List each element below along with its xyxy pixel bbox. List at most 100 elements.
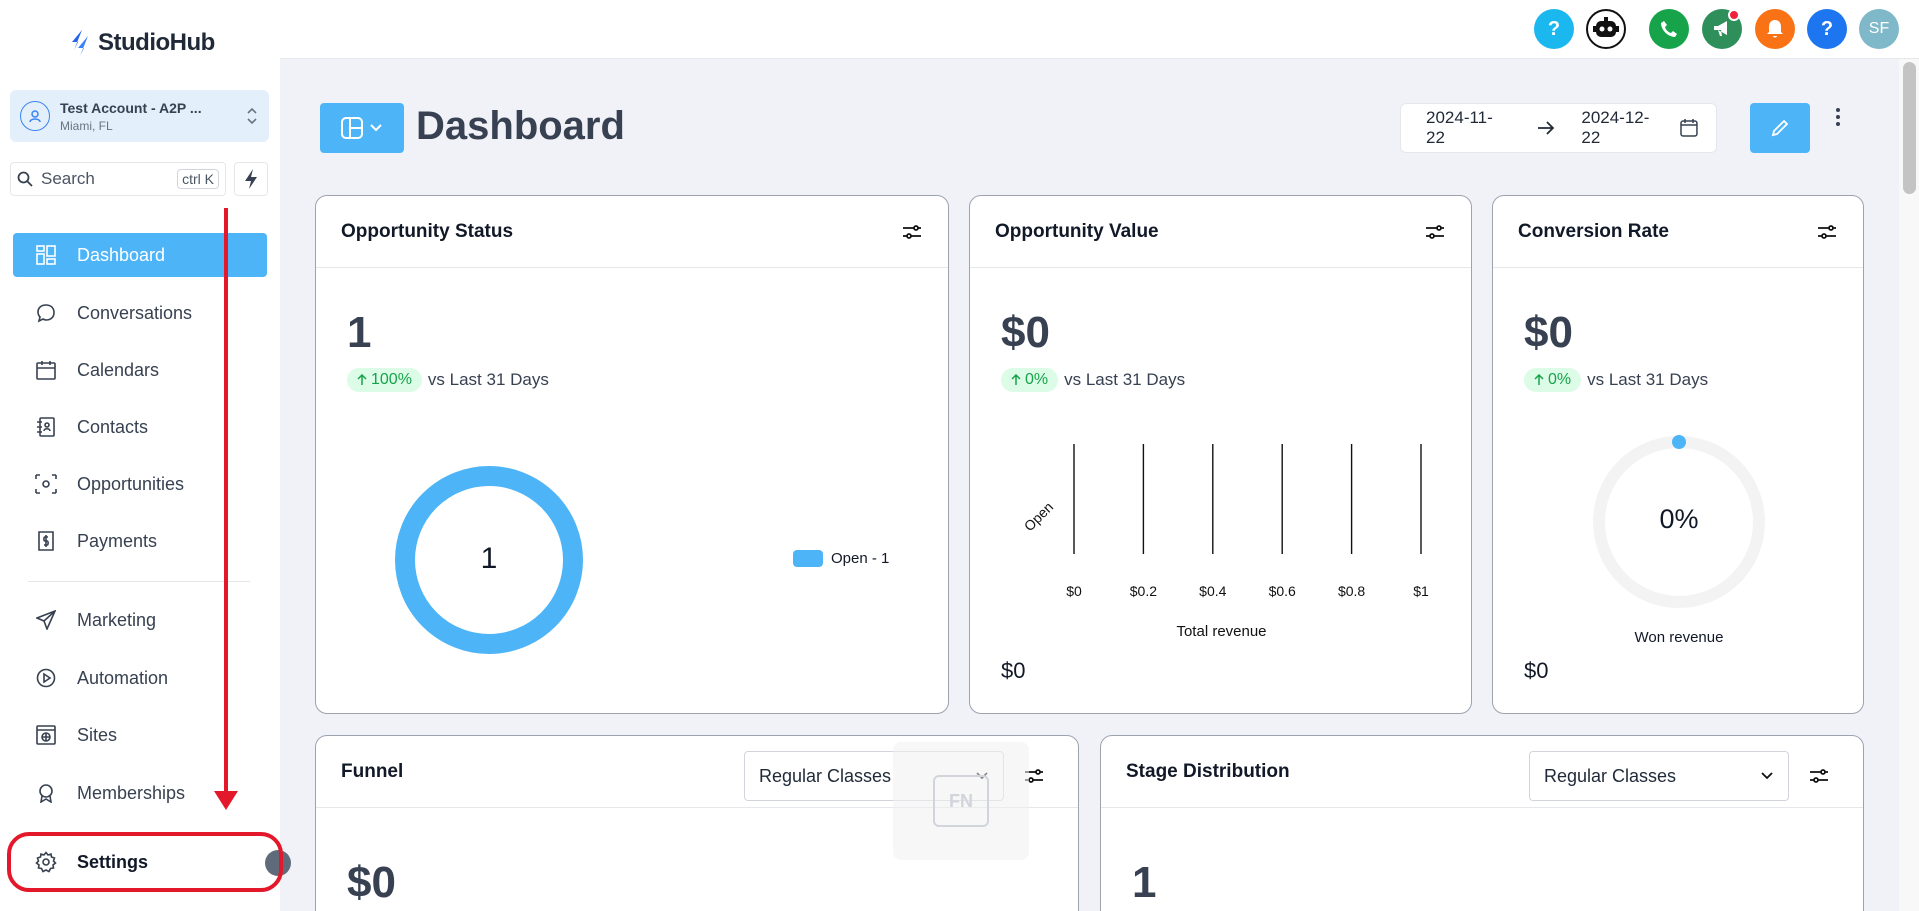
trend-value: 0% [1548,371,1572,388]
calendar-icon [35,359,57,381]
filter-settings-icon[interactable] [1023,765,1045,787]
donut-segment-open[interactable] [395,466,583,654]
notification-dot [1728,9,1740,21]
sidebar-item-marketing[interactable]: Marketing [13,598,267,642]
contacts-book-icon [35,416,57,438]
metric-value: $0 [347,858,396,907]
x-tick-label: $0.6 [1269,583,1296,599]
chevron-down-icon [370,124,382,132]
layout-icon [341,117,363,139]
account-name: Test Account - A2P ... [60,99,202,116]
donut-legend[interactable]: Open - 1 [793,550,889,567]
metric-value: 1 [1132,858,1157,907]
select-value: Regular Classes [759,765,892,786]
trend-text: vs Last 31 Days [1064,370,1186,389]
globe-icon [35,724,57,746]
metric-value: $0 [1001,308,1050,357]
stage-distribution-card: Stage Distribution Regular Classes 1 [1100,735,1864,911]
help-icon[interactable]: ? [1807,9,1847,49]
quick-actions-button[interactable] [234,162,268,196]
scrollbar-thumb[interactable] [1903,62,1916,194]
trend-badge: 0% [1001,368,1059,392]
chevron-updown-icon [247,107,257,125]
legend-label: Open - 1 [831,550,890,567]
automation-icon [35,667,57,689]
sidebar-item-settings[interactable]: Settings [13,840,267,884]
sidebar-item-label: Payments [77,530,158,551]
app-logo[interactable]: StudioHub [68,28,215,58]
megaphone-icon[interactable] [1702,9,1742,49]
filter-settings-icon[interactable] [1424,221,1446,243]
chat-bubble-icon [35,302,57,324]
sidebar-item-label: Automation [77,667,169,688]
more-options-icon[interactable] [1830,108,1846,132]
gauge-label: Won revenue [1634,629,1724,646]
sidebar-divider [28,581,250,582]
gauge-chart [1593,435,1765,608]
x-tick-label: $0 [1066,583,1082,599]
account-location: Miami, FL [60,118,113,133]
sidebar-item-opportunities[interactable]: Opportunities [13,462,267,506]
sidebar-collapse-button[interactable] [265,850,291,876]
sidebar-item-label: Calendars [77,359,160,380]
trend-text: vs Last 31 Days [1587,370,1709,389]
payments-icon [35,530,57,552]
avatar[interactable]: SF [1859,9,1899,49]
footer-value: $0 [1001,658,1026,683]
send-icon [35,609,57,631]
sidebar-item-memberships[interactable]: Memberships [13,771,267,815]
opportunity-value-card: Opportunity Value $0 0% vs Last 31 Days … [969,195,1472,714]
gauge-value: 0% [1659,504,1699,534]
trend-badge: 100% [347,368,422,392]
search-icon [17,171,33,187]
sidebar-item-label: Conversations [77,302,193,323]
filter-settings-icon[interactable] [901,221,923,243]
filter-settings-icon[interactable] [1808,765,1830,787]
sidebar-item-dashboard[interactable]: Dashboard [13,233,267,277]
donut-center-value: 1 [480,542,498,575]
sidebar-item-conversations[interactable]: Conversations [13,291,267,335]
layout-switcher-button[interactable] [320,103,404,153]
account-switcher[interactable]: Test Account - A2P ... Miami, FL [10,90,269,142]
trend-badge: 0% [1524,368,1582,392]
x-tick-label: $0.2 [1130,583,1157,599]
sidebar-item-calendars[interactable]: Calendars [13,348,267,392]
footer-value: $0 [1524,658,1549,683]
opportunities-icon [35,473,57,495]
stage-pipeline-select[interactable]: Regular Classes [1529,751,1789,801]
card-title: Stage Distribution [1126,760,1290,782]
page-scrollbar[interactable] [1899,59,1919,911]
edit-dashboard-button[interactable] [1750,103,1810,153]
phone-icon[interactable] [1649,9,1689,49]
badge-icon [35,782,57,804]
sidebar-item-sites[interactable]: Sites [13,713,267,757]
sidebar-item-payments[interactable]: Payments [13,519,267,563]
metric-value: $0 [1524,308,1573,357]
gauge-marker [1672,435,1686,449]
sidebar-item-label: Settings [77,851,149,872]
card-title: Opportunity Value [995,220,1159,242]
legend-swatch [793,550,823,567]
search-input[interactable]: Search ctrl K [10,162,226,196]
trend-text: vs Last 31 Days [427,370,549,389]
date-range-picker[interactable]: 2024-11-22 2024-12-22 [1400,103,1717,153]
category-label: Open [1021,499,1057,535]
top-bar: ? ? SF [280,0,1919,59]
calendar-icon [1680,119,1698,137]
revenue-bar-chart: $0 $0.2 $0.4 $0.6 $0.8 $1 Open Total revenue [1021,444,1429,640]
robot-icon[interactable] [1586,9,1626,49]
trend-row: 0% vs Last 31 Days [1001,368,1185,392]
search-label: Search [41,169,95,188]
help-icon[interactable]: ? [1534,9,1574,49]
bell-icon[interactable] [1755,9,1795,49]
filter-settings-icon[interactable] [1816,221,1838,243]
sidebar-item-contacts[interactable]: Contacts [13,405,267,449]
search-shortcut: ctrl K [177,169,219,189]
sidebar-item-label: Dashboard [77,244,166,265]
arrow-up-icon [357,374,367,385]
sidebar-item-automation[interactable]: Automation [13,656,267,700]
card-title: Conversion Rate [1518,220,1669,242]
page-title: Dashboard [416,104,625,148]
sidebar: StudioHub Test Account - A2P ... Miami, … [0,0,291,911]
trend-value: 0% [1025,371,1049,388]
